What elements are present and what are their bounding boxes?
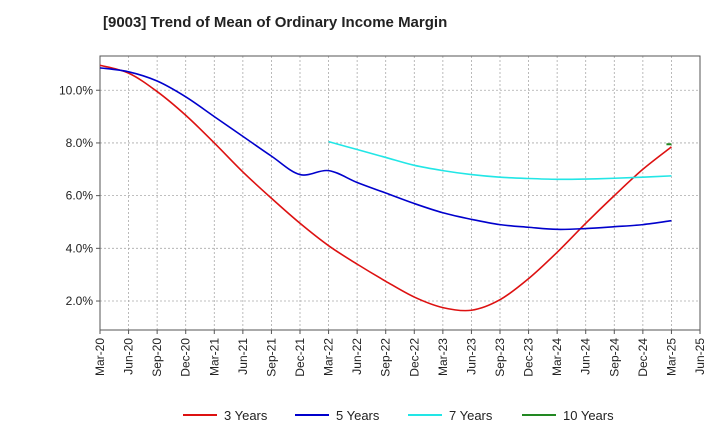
x-tick-label: Sep-22 xyxy=(379,338,393,377)
x-tick-label: Sep-24 xyxy=(607,338,621,377)
x-tick-label: Dec-21 xyxy=(293,338,307,377)
series-layer xyxy=(99,64,672,312)
x-tick-label: Jun-22 xyxy=(350,338,364,375)
y-tick-label: 10.0% xyxy=(59,83,93,97)
legend-label-10-years: 10 Years xyxy=(563,408,614,423)
x-tick-label: Dec-24 xyxy=(636,338,650,377)
legend-label-5-years: 5 Years xyxy=(336,408,380,423)
x-tick-label: Dec-22 xyxy=(407,338,421,377)
y-tick-label: 8.0% xyxy=(66,136,94,150)
series-line-7-years xyxy=(328,140,672,181)
x-tick-label: Jun-24 xyxy=(579,338,593,375)
x-tick-label: Sep-23 xyxy=(493,338,507,377)
x-tick-label: Jun-25 xyxy=(693,338,707,375)
x-tick-label: Mar-24 xyxy=(550,338,564,376)
x-tick-label: Mar-22 xyxy=(322,338,336,376)
x-tick-label: Mar-23 xyxy=(436,338,450,376)
x-tick-label: Mar-21 xyxy=(207,338,221,376)
legend-label-3-years: 3 Years xyxy=(224,408,268,423)
x-tick-label: Dec-20 xyxy=(179,338,193,377)
y-tick-label: 2.0% xyxy=(66,294,94,308)
legend-label-7-years: 7 Years xyxy=(449,408,493,423)
x-tick-label: Mar-25 xyxy=(664,338,678,376)
x-tick-label: Dec-23 xyxy=(522,338,536,377)
plot-frame xyxy=(99,55,701,331)
series-line-3-years xyxy=(99,64,672,312)
series-line-5-years xyxy=(99,67,672,231)
x-tick-label: Sep-21 xyxy=(264,338,278,377)
x-tick-label: Jun-21 xyxy=(236,338,250,375)
x-tick-label: Jun-20 xyxy=(122,338,136,375)
x-tick-label: Sep-20 xyxy=(150,338,164,377)
y-tick-label: 6.0% xyxy=(66,189,94,203)
chart-title: [9003] Trend of Mean of Ordinary Income … xyxy=(103,14,448,31)
legend: 3 Years 5 Years 7 Years 10 Years xyxy=(183,408,614,423)
x-tick-label: Jun-23 xyxy=(464,338,478,375)
y-tick-label: 4.0% xyxy=(66,241,94,255)
x-tick-label: Mar-20 xyxy=(93,338,107,376)
axis-layer: 2.0% 4.0% 6.0% 8.0% 10.0% Mar-20 Jun-20 Sep-20 D… xyxy=(59,83,707,376)
